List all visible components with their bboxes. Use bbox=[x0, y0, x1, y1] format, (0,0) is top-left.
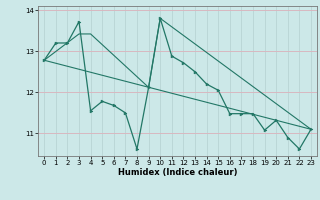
X-axis label: Humidex (Indice chaleur): Humidex (Indice chaleur) bbox=[118, 168, 237, 177]
